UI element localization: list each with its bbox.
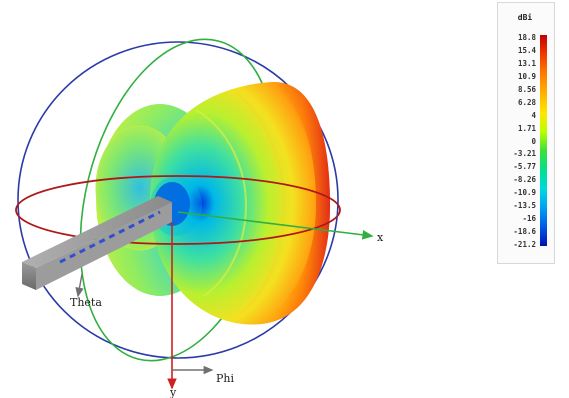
color-scale-legend: dBi 18.8 15.4 13.1 10.9 8.56 6.28 4 1.71… [497,2,555,264]
theta-arrow [75,273,84,298]
x-axis-label: x [377,231,384,244]
y-axis-label: y [169,386,177,398]
color-scale-tick: 15.4 [517,45,536,55]
color-scale-tick: 10.9 [517,71,536,81]
main-lobe [150,81,330,325]
color-scale-ticks: 18.8 15.4 13.1 10.9 8.56 6.28 4 1.71 0 -… [500,33,536,249]
main-lobe-rim [262,81,330,324]
color-scale-tick: 6.28 [517,97,536,107]
color-scale-tick: -8.26 [513,175,536,185]
phi-label: Phi [216,372,234,385]
color-scale-bar [540,35,547,246]
antenna-beam [22,196,172,290]
theta-label: Theta [70,296,102,309]
color-scale-tick: 8.56 [517,84,536,94]
color-scale-tick: 13.1 [517,58,536,68]
color-scale-tick: 0 [531,136,536,146]
color-scale-tick: -13.5 [513,201,536,211]
ring-vertical-blue [17,41,339,359]
color-scale-tick: -10.9 [513,188,536,198]
color-scale-tick: 1.71 [517,123,536,133]
color-scale-tick: -16 [522,214,536,224]
color-scale-tick: 4 [531,110,536,120]
color-scale-tick: -5.77 [513,162,536,172]
color-scale-title: dBi [517,13,533,22]
x-axis [177,211,374,240]
color-scale-tick: -18.6 [513,227,536,237]
color-scale-tick: -3.21 [513,149,536,159]
ring-horizontal [15,175,341,245]
color-scale-tick: 18.8 [517,33,536,42]
lobe-band [195,109,248,297]
lobe-band [235,91,286,315]
color-scale-tick: -21.2 [513,240,536,249]
